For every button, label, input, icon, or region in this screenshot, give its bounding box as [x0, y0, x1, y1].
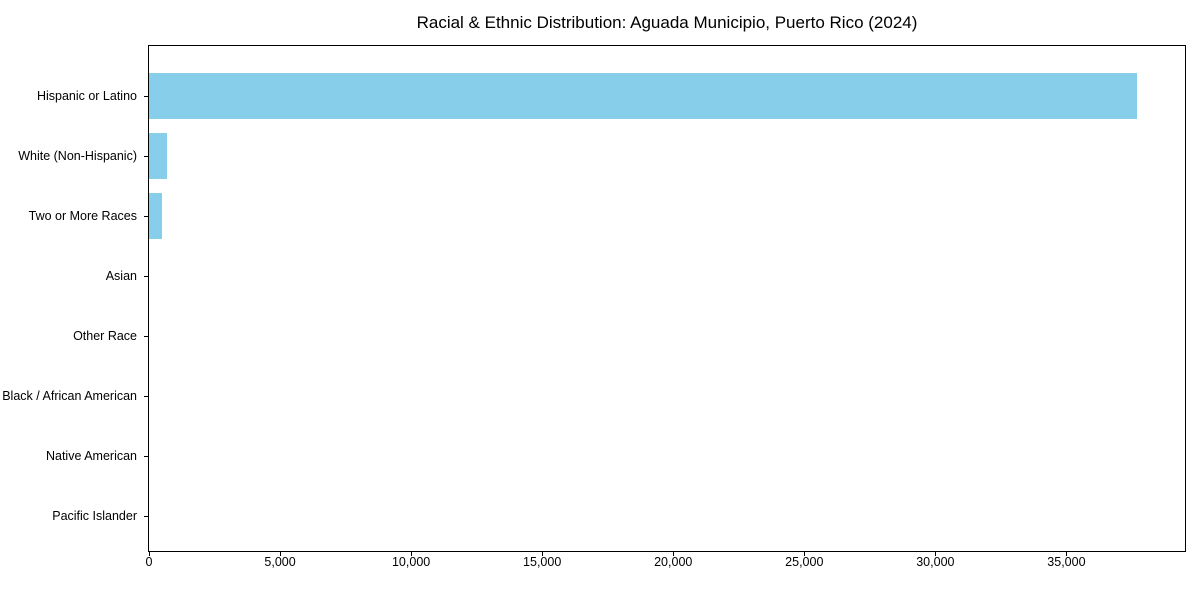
bar: [149, 73, 1138, 119]
x-tick-label: 15,000: [523, 555, 562, 569]
x-tick-mark: [411, 551, 413, 556]
y-tick-mark: [144, 396, 149, 397]
x-tick-label: 25,000: [785, 555, 824, 569]
x-tick-mark: [935, 551, 937, 556]
y-tick-label: Pacific Islander: [52, 509, 137, 523]
x-tick-label: 30,000: [916, 555, 955, 569]
y-tick-label: Two or More Races: [28, 209, 137, 223]
x-tick-mark: [804, 551, 806, 556]
bar: [149, 133, 167, 179]
plot-area: Hispanic or Latino White (Non-Hispanic) Tw…: [2, 45, 1186, 569]
x-tick-mark: [1066, 551, 1068, 556]
y-tick-mark: [144, 516, 149, 517]
x-tick-label: 0: [145, 555, 153, 569]
x-tick-label: 35,000: [1047, 555, 1086, 569]
chart-title: Racial & Ethnic Distribution: Aguada Mun…: [416, 13, 918, 32]
y-tick-mark: [144, 336, 149, 337]
y-tick-mark: [144, 96, 149, 97]
y-tick-mark: [144, 276, 149, 277]
bar: [149, 193, 162, 239]
x-tick-label: 20,000: [654, 555, 693, 569]
y-tick-label: Hispanic or Latino: [36, 89, 137, 103]
y-tick-mark: [144, 156, 149, 157]
y-tick-label: Black / African American: [2, 389, 137, 403]
y-tick-label: Other Race: [73, 329, 137, 343]
x-tick-mark: [280, 551, 282, 556]
x-tick-label: 5,000: [264, 555, 296, 569]
y-tick-mark: [144, 456, 149, 457]
y-tick-mark: [144, 216, 149, 217]
y-tick-label: Native American: [45, 449, 137, 463]
y-tick-label: White (Non-Hispanic): [18, 149, 137, 163]
x-tick-label: 10,000: [391, 555, 431, 569]
x-tick-mark: [542, 551, 544, 556]
x-tick-mark: [673, 551, 675, 556]
x-tick-mark: [149, 551, 150, 556]
y-tick-label: Asian: [105, 269, 137, 283]
